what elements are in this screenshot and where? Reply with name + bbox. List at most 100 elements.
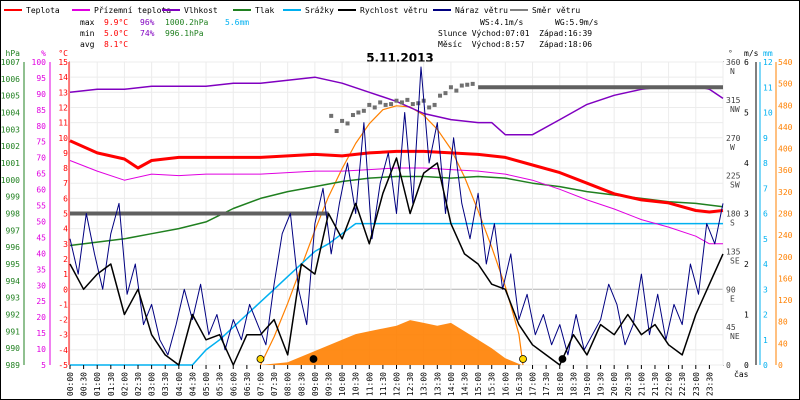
axis-rain-tick: 8: [763, 159, 768, 168]
axis-hpa-tick: 1007: [1, 58, 20, 67]
x-tick-label: 14:00: [447, 372, 456, 396]
x-tick-label: 04:30: [188, 372, 197, 396]
x-tick-label: 20:30: [624, 372, 633, 396]
axis-hpa-tick: 1006: [1, 75, 20, 84]
x-tick-label: 10:00: [338, 372, 347, 396]
stat-max-hum: 96%: [140, 18, 155, 27]
series-smer-point: [465, 82, 470, 87]
axis-temp-tick: 6: [63, 194, 68, 203]
axis-dir-name: NW: [730, 105, 740, 114]
stat-sun: Slunce Východ:07:01 Západ:16:39: [438, 29, 592, 38]
x-tick-label: 03:00: [148, 372, 157, 396]
axis-rain-tick: 12: [763, 58, 773, 67]
x-tick-label: 01:00: [93, 372, 102, 396]
stat-max-temp: 9.9°C: [104, 18, 128, 27]
series-vlhkost: [69, 76, 724, 136]
axis-solar-tick: 540: [778, 58, 793, 67]
axis-hpa-tick: 996: [6, 243, 21, 252]
axis-solar-tick: 80: [778, 318, 788, 327]
axis-pct-tick: 10: [36, 345, 46, 354]
x-tick-label: 15:30: [488, 372, 497, 396]
series-smer-point: [459, 83, 464, 88]
axis-dir-tick: 45: [726, 323, 736, 332]
axis-pct-tick: 50: [36, 217, 46, 226]
x-tick-label: 20:00: [610, 372, 619, 396]
axis-pct-tick: 75: [36, 138, 46, 147]
axis-rain-tick: 7: [763, 184, 768, 193]
axis-pct-tick: 95: [36, 74, 46, 83]
axis-rain-label: mm: [763, 49, 773, 58]
x-tick-label: 01:30: [107, 372, 116, 396]
axis-hpa-tick: 994: [6, 277, 21, 286]
axis-temp-tick: -5: [58, 361, 68, 370]
axis-pct-tick: 25: [36, 297, 46, 306]
axis-solar-tick: 280: [778, 210, 793, 219]
x-tick-label: 17:00: [529, 372, 538, 396]
axis-pct-tick: 20: [36, 313, 46, 322]
axis-pct-tick: 65: [36, 170, 46, 179]
axis-solar-tick: 40: [778, 339, 788, 348]
axis-rain-tick: 10: [763, 109, 773, 118]
x-tick-label: 16:30: [515, 372, 524, 396]
x-tick-label: 08:30: [297, 372, 306, 396]
axis-temp-tick: 7: [63, 179, 68, 188]
stat-moon: Měsíc Východ:8:57 Západ:18:06: [438, 40, 592, 49]
x-tick-label: 21:00: [637, 372, 646, 396]
x-tick-label: 10:30: [352, 372, 361, 396]
x-tick-label: 18:00: [556, 372, 565, 396]
axis-solar-tick: 160: [778, 274, 793, 283]
axis-temp-tick: 11: [58, 119, 68, 128]
axis-hpa-tick: 995: [6, 260, 21, 269]
x-tick-label: 11:30: [379, 372, 388, 396]
x-tick-label: 22:30: [678, 372, 687, 396]
x-tick-label: 00:30: [80, 372, 89, 396]
axis-solar-tick: 360: [778, 166, 793, 175]
x-tick-label: 23:30: [705, 372, 714, 396]
x-axis-label: čas: [734, 369, 749, 379]
axis-temp-tick: 3: [63, 240, 68, 249]
axis-wind-tick: 4: [744, 159, 749, 168]
axis-hpa-tick: 991: [6, 327, 21, 336]
axis-temp-label: °C: [58, 49, 68, 58]
series-smer-point: [389, 102, 394, 107]
x-tick-label: 09:30: [324, 372, 333, 396]
axis-wind-tick: 2: [744, 260, 749, 269]
series-teplota: [69, 139, 724, 214]
legend-label-0: Teplota: [26, 6, 60, 15]
series-smer-point: [350, 113, 355, 118]
axes: 1007100610051004100310021001100099999899…: [1, 49, 793, 370]
axis-rain-tick: 4: [763, 260, 768, 269]
axis-hpa-tick: 1001: [1, 159, 20, 168]
legend-label-7: Směr větru: [532, 6, 580, 15]
series-smer-point: [448, 85, 453, 90]
axis-temp-tick: -2: [58, 316, 68, 325]
legend-label-1: Přízemní teplota: [94, 6, 171, 15]
axis-hpa-label: hPa: [6, 49, 21, 58]
axis-dir-tick: 180: [726, 210, 741, 219]
series-smer-point: [432, 102, 437, 107]
series-smer-point: [383, 102, 388, 107]
x-tick-label: 21:30: [651, 372, 660, 396]
stats-block: max 9.9°C 96% 1000.2hPa 5.6mm min 5.0°C …: [80, 18, 599, 49]
series-smer-point: [367, 102, 372, 107]
stat-gust: WG:5.9m/s: [555, 18, 599, 27]
axis-pct-tick: 60: [36, 186, 46, 195]
series-srazky: [70, 222, 723, 366]
axis-pct-tick: 40: [36, 249, 46, 258]
axis-dir-tick: 90: [726, 285, 736, 294]
axis-dir-tick: 225: [726, 172, 741, 181]
series-smer-point: [345, 121, 350, 126]
x-tick-label: 05:30: [216, 372, 225, 396]
axis-solar-tick: 0: [778, 361, 783, 370]
axis-hpa-tick: 997: [6, 226, 21, 235]
axis-pct-tick: 5: [41, 361, 46, 370]
axis-pct-tick: 85: [36, 106, 46, 115]
x-tick-label: 23:00: [692, 372, 701, 396]
axis-wind-tick: 0: [744, 361, 749, 370]
series-smer-point: [334, 129, 339, 134]
marker-sunrise: [256, 355, 265, 363]
x-tick-label: 02:00: [120, 372, 129, 396]
axis-dir-name: W: [730, 143, 735, 152]
stat-max-rain: 5.6mm: [225, 18, 249, 27]
stat-wind: WS:4.1m/s: [480, 18, 524, 27]
